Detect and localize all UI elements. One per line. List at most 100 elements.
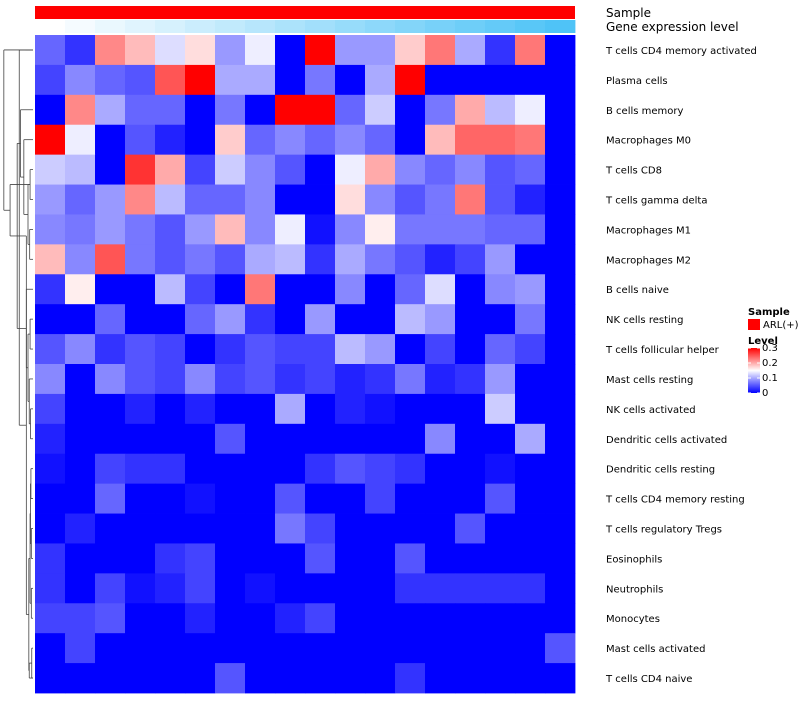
gene-expression-annotation-cell — [245, 20, 276, 33]
heatmap-cell — [515, 393, 546, 425]
heatmap-cell — [485, 304, 516, 335]
heatmap-cell — [485, 184, 516, 215]
row-dendrogram — [3, 49, 33, 679]
heatmap-cell — [425, 364, 456, 395]
heatmap-cell — [395, 304, 426, 335]
heatmap-cell — [455, 64, 486, 96]
heatmap-cell — [65, 483, 96, 514]
heatmap-cell — [365, 184, 396, 215]
heatmap-cell — [305, 633, 336, 664]
heatmap-cell — [335, 94, 366, 126]
heatmap-cell — [35, 184, 66, 215]
heatmap-cell — [155, 334, 186, 365]
heatmap-cell — [65, 334, 96, 365]
heatmap-cell — [305, 573, 336, 604]
heatmap-cell — [485, 663, 516, 694]
heatmap-cell — [125, 184, 156, 215]
legend: Sample ARL(+) Level 0.3 0.2 0.1 0 — [748, 307, 799, 399]
heatmap-cell — [365, 573, 396, 604]
heatmap-cell — [335, 393, 366, 425]
heatmap-cell — [215, 663, 246, 694]
heatmap-cell — [35, 663, 66, 694]
heatmap-cell — [395, 633, 426, 664]
heatmap-cell — [95, 334, 126, 365]
heatmap-cell — [125, 483, 156, 514]
heatmap-cell — [245, 274, 276, 305]
gene-expression-annotation-cell — [275, 20, 306, 33]
heatmap-cell — [185, 214, 216, 245]
heatmap-cell — [95, 184, 126, 215]
heatmap-cell — [545, 304, 576, 335]
heatmap-cell — [275, 304, 306, 335]
heatmap-cell — [365, 423, 396, 455]
heatmap-cell — [365, 244, 396, 275]
heatmap-cell — [125, 334, 156, 365]
heatmap-cell — [95, 513, 126, 544]
heatmap-cell — [185, 304, 216, 335]
heatmap-cell — [185, 663, 216, 694]
heatmap-cell — [395, 214, 426, 245]
heatmap-cell — [485, 573, 516, 604]
heatmap-cell — [335, 334, 366, 365]
heatmap-cell — [65, 244, 96, 275]
heatmap-cell — [335, 573, 366, 604]
heatmap-cell — [185, 244, 216, 275]
heatmap-cell — [515, 603, 546, 634]
heatmap-cell — [515, 334, 546, 365]
heatmap-cell — [125, 423, 156, 455]
heatmap-cell — [185, 423, 216, 455]
heatmap-cell — [425, 184, 456, 215]
heatmap-cell — [395, 513, 426, 544]
heatmap-cell — [455, 184, 486, 215]
legend-tick-label: 0 — [762, 388, 768, 399]
heatmap-cell — [245, 663, 276, 694]
heatmap-cell — [95, 453, 126, 485]
heatmap-cell — [155, 573, 186, 604]
heatmap-cell — [455, 663, 486, 694]
heatmap-cell — [485, 35, 516, 66]
heatmap-cell — [95, 274, 126, 305]
heatmap-cell — [425, 663, 456, 694]
heatmap-cell — [425, 274, 456, 305]
gene-expression-annotation-cell — [155, 20, 186, 33]
heatmap-cell — [155, 64, 186, 96]
heatmap-cell — [245, 483, 276, 514]
heatmap-cell — [365, 364, 396, 395]
legend-sample-title: Sample — [748, 307, 790, 318]
heatmap-cell — [455, 214, 486, 245]
heatmap-cell — [455, 453, 486, 485]
row-label: Eosinophils — [606, 554, 662, 565]
row-label: Monocytes — [606, 614, 660, 625]
heatmap-cell — [485, 483, 516, 514]
gene-expression-annotation-cell — [305, 20, 336, 33]
heatmap-cell — [245, 304, 276, 335]
legend-level-ticks: 0.3 0.2 0.1 0 — [748, 343, 778, 399]
heatmap-cell — [425, 393, 456, 425]
heatmap-cell — [545, 513, 576, 544]
heatmap-cell — [155, 393, 186, 425]
heatmap-cell — [365, 393, 396, 425]
heatmap-cell — [365, 603, 396, 634]
heatmap-cell — [95, 573, 126, 604]
heatmap-cell — [545, 244, 576, 275]
heatmap-cell — [245, 453, 276, 485]
sample-annotation-cell — [35, 6, 575, 19]
heatmap-cell — [185, 124, 216, 156]
heatmap-cell — [365, 274, 396, 305]
heatmap-cell — [305, 364, 336, 395]
heatmap-cell — [155, 124, 186, 156]
heatmap-cell — [35, 244, 66, 275]
heatmap-cell — [215, 184, 246, 215]
heatmap-cell — [125, 513, 156, 544]
heatmap-cell — [245, 334, 276, 365]
heatmap-cell — [155, 543, 186, 574]
heatmap-cell — [425, 94, 456, 126]
heatmap-cell — [365, 633, 396, 664]
heatmap-cell — [245, 214, 276, 245]
row-label: T cells CD8 — [605, 166, 662, 177]
heatmap-cell — [125, 633, 156, 664]
heatmap-cell — [65, 274, 96, 305]
heatmap-cell — [395, 184, 426, 215]
heatmap-cell — [335, 483, 366, 514]
gene-expression-annotation-cell — [485, 20, 516, 33]
